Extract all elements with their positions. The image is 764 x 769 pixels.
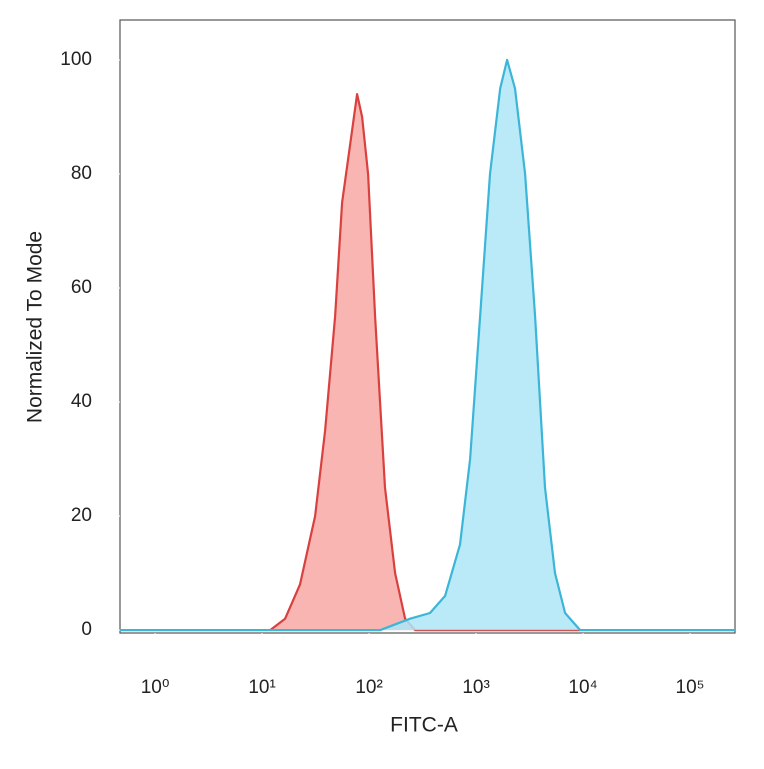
area-line (269, 93, 581, 632)
y-tick-label: 40 (71, 391, 92, 412)
plot-frame (119, 19, 736, 634)
y-axis-label: Normalized To Mode (24, 231, 47, 423)
x-axis-label: FITC-A (390, 714, 458, 737)
y-tick-label: 100 (60, 49, 92, 70)
area-fill (270, 94, 581, 631)
area-line (120, 58, 735, 632)
x-tick-label: 10⁴ (568, 677, 597, 698)
x-tick-label: 10¹ (248, 677, 275, 698)
x-tick-label: 10³ (462, 677, 489, 698)
y-tick-label: 20 (71, 505, 92, 526)
y-tick-label: 0 (81, 619, 92, 640)
y-tick-label: 80 (71, 163, 92, 184)
y-tick-label: 60 (71, 277, 92, 298)
x-tick-label: 10⁰ (141, 677, 170, 698)
x-tick-label: 10² (355, 677, 382, 698)
x-tick-label: 10⁵ (676, 677, 705, 698)
